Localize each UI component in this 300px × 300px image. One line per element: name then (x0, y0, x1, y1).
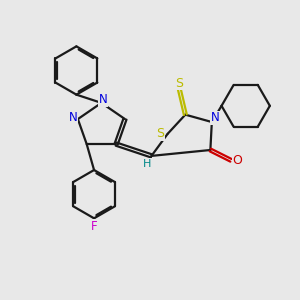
Text: N: N (211, 111, 220, 124)
Text: S: S (176, 77, 183, 90)
Text: N: N (69, 111, 78, 124)
Text: N: N (98, 93, 107, 106)
Text: H: H (143, 159, 151, 169)
Text: S: S (156, 127, 164, 140)
Text: F: F (91, 220, 98, 233)
Text: O: O (232, 154, 242, 167)
